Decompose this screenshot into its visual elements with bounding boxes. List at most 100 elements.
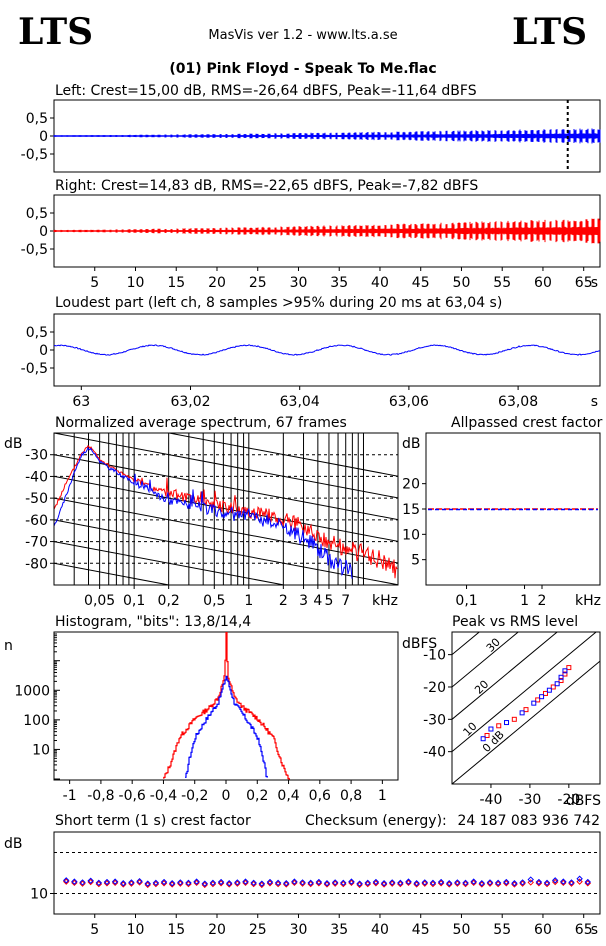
peak-rms-title: Peak vs RMS level (452, 614, 578, 630)
peak-rms-left-point (558, 674, 564, 680)
right_wave-xtick-label: 65 (575, 275, 593, 291)
spectrum-frame (53, 432, 399, 586)
histogram-xtick-label: 0,4 (277, 788, 299, 804)
spectrum-ytick-label: -50 (25, 491, 48, 507)
right_wave-xtick-label: 50 (453, 275, 471, 291)
app-title: MasVis ver 1.2 - www.lts.a.se (208, 28, 397, 43)
short-crest-left-point (71, 878, 78, 885)
short-crest-left-point (429, 879, 437, 887)
right-wave-title: Right: Crest=14,83 dB, RMS=-22,65 dBFS, … (55, 178, 478, 194)
right_wave-ytick-label: 0,5 (26, 206, 48, 222)
peak-rms-frame (451, 631, 601, 785)
spectrum-slope-line (54, 562, 172, 585)
peak-rms-diagonal (452, 660, 600, 784)
short-crest-left-point (527, 876, 534, 883)
spectrum-slope-line (54, 454, 398, 521)
peak-rms-ytick-label: -10 (423, 648, 446, 664)
peak-rms-right-point (550, 684, 556, 690)
short-crest-left-point (462, 879, 469, 887)
loudest-xtick-label: 63,06 (389, 394, 429, 410)
short-crest-left-point (291, 878, 298, 885)
peak-rms-right-point (496, 723, 502, 729)
short-crest-left-point (405, 878, 412, 885)
peak-rms-left-point (546, 687, 552, 693)
right_wave-xtick-label: 55 (493, 275, 511, 291)
loudest-title: Loudest part (left ch, 8 samples >95% du… (55, 295, 502, 311)
loudest-ytick-label: 0,5 (26, 325, 48, 341)
short-crest-left-point (79, 879, 86, 886)
short-crest-left-point (478, 880, 486, 887)
histogram-xtick-label: 1 (378, 788, 387, 804)
loudest-xtick-label: 63,08 (498, 394, 538, 410)
peak-rms-left-point (554, 681, 560, 687)
left_wave-ytick-label: 0,5 (26, 111, 48, 127)
histogram-ylabel: n (4, 638, 13, 654)
short-crest-left-point (323, 880, 331, 887)
right_wave-xtick-label: 5 (90, 275, 99, 291)
allpass-ytick-label: 10 (402, 527, 420, 543)
spectrum-xtick-label: 0,2 (158, 593, 180, 609)
short-crest-left-point (152, 879, 160, 887)
right_wave-xtick-label: 40 (371, 275, 389, 291)
short-crest-left-point (144, 880, 151, 887)
spectrum-plot-area (54, 433, 398, 585)
short-crest-left-point (217, 878, 225, 886)
short-crest-left-point (454, 879, 461, 886)
left_wave-ytick-label: -0,5 (21, 147, 48, 163)
histogram-title: Histogram, "bits": 13,8/14,4 (55, 614, 251, 630)
checksum-label: Checksum (energy): (305, 813, 447, 829)
histogram-xtick-label: -0,2 (181, 788, 208, 804)
peak-rms-xtick-label: -40 (480, 792, 503, 808)
short-crest-left-point (356, 880, 363, 887)
spectrum-xtick-label: 4 (313, 593, 322, 609)
allpass-ytick-label: 20 (402, 477, 420, 493)
spectrum-xtick-label: 2 (279, 593, 288, 609)
short-crest-left-point (242, 878, 249, 885)
short-crest-left-point (560, 878, 567, 885)
peak-rms-left-point (504, 720, 510, 726)
loudest-xunit: s (591, 394, 598, 410)
short-crest-left-point (535, 878, 543, 886)
peak-rms-diag-label: 40 (496, 594, 515, 613)
allpass-xtick-label: 1 (520, 593, 529, 609)
short-crest-left-point (283, 880, 290, 887)
peak-rms-left-point (539, 694, 545, 700)
short-crest-left-point (315, 878, 323, 886)
short-crest-left-point (63, 877, 70, 884)
short-crest-xtick-label: 20 (208, 922, 226, 938)
peak-rms-ytick-label: -20 (423, 680, 446, 696)
short-crest-left-point (177, 879, 184, 886)
right_wave-xunit: s (591, 275, 598, 291)
peak-rms-xlabel: dBFS (566, 793, 601, 809)
short-crest-right-point (576, 878, 583, 885)
peak-rms-left-point (519, 710, 525, 716)
histogram-series-line (185, 675, 268, 778)
short-crest-left-point (299, 879, 306, 886)
spectrum-slope-line (54, 519, 398, 585)
allpass-xtick-label: 0,1 (455, 593, 477, 609)
short-crest-left-point (372, 878, 380, 886)
track-title: (01) Pink Floyd - Speak To Me.flac (169, 61, 436, 77)
histogram-ytick-label: 1000 (14, 683, 50, 699)
short-crest-xtick-label: 15 (167, 922, 185, 938)
loudest-xtick-label: 63,02 (170, 394, 210, 410)
peak-rms-right-point (558, 678, 564, 684)
short-crest-frame (53, 831, 601, 915)
spectrum-xtick-label: 3 (299, 593, 308, 609)
short-crest-left-point (274, 879, 282, 887)
left-wave-title: Left: Crest=15,00 dB, RMS=-26,64 dBFS, P… (55, 83, 477, 99)
peak-rms-xtick-label: -20 (557, 792, 580, 808)
short-crest-left-point (226, 880, 233, 887)
short-crest-left-point (446, 880, 453, 887)
spectrum-xtick-label: 1 (244, 593, 253, 609)
spectrum-ytick-label: -40 (25, 469, 48, 485)
short-crest-xtick-label: 55 (493, 922, 511, 938)
spectrum-title: Normalized average spectrum, 67 frames (55, 415, 347, 431)
right_wave-xtick-label: 30 (290, 275, 308, 291)
allpass-xtick-label: 2 (538, 593, 547, 609)
histogram-xtick-label: -0,8 (87, 788, 114, 804)
loudest-ytick-label: -0,5 (21, 361, 48, 377)
short-crest-left-point (87, 877, 94, 884)
short-crest-xtick-label: 5 (90, 922, 99, 938)
short-crest-left-point (185, 879, 192, 887)
